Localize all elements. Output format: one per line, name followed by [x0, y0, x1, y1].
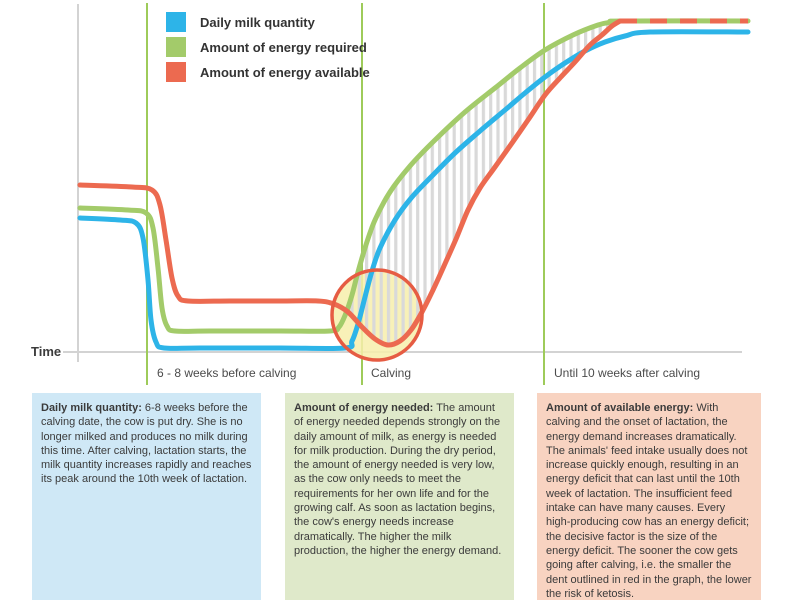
info-box-milk-title: Daily milk quantity: — [41, 402, 142, 414]
legend-swatch-energy-available-icon — [166, 62, 186, 82]
info-box-energy-available-title: Amount of available energy: — [546, 402, 694, 414]
chart-canvas — [63, 3, 751, 385]
legend-label-energy-required: Amount of energy required — [200, 39, 367, 55]
curve-energy-available — [77, 18, 623, 348]
info-box-energy-available: Amount of available energy: With calving… — [537, 393, 761, 600]
info-box-energy-needed-text: Amount of energy needed: The amount of e… — [294, 401, 505, 558]
chart-area: Daily milk quantity Amount of energy req… — [31, 3, 751, 385]
calving-highlight-outline — [330, 268, 424, 362]
legend-item-energy-available: Amount of energy available — [166, 62, 370, 82]
info-box-milk-body: 6-8 weeks before the calving date, the c… — [41, 402, 252, 486]
legend-swatch-milk-icon — [166, 12, 186, 32]
legend-item-milk: Daily milk quantity — [166, 12, 370, 32]
curve-energy-required — [77, 18, 751, 334]
info-box-energy-needed: Amount of energy needed: The amount of e… — [285, 393, 514, 600]
chart-legend: Daily milk quantity Amount of energy req… — [166, 12, 370, 82]
stage-label-before-calving: 6 - 8 weeks before calving — [157, 366, 297, 380]
info-box-energy-available-text: Amount of available energy: With calving… — [546, 401, 752, 444]
info-box-energy-needed-title: Amount of energy needed: — [294, 402, 434, 414]
info-box-milk-text: Daily milk quantity: 6-8 weeks before th… — [41, 401, 252, 487]
time-axis-label: Time — [31, 344, 62, 359]
info-box-milk-quantity: Daily milk quantity: 6-8 weeks before th… — [32, 393, 261, 600]
stage-label-calving: Calving — [371, 366, 412, 380]
legend-label-energy-available: Amount of energy available — [200, 64, 370, 80]
legend-label-milk: Daily milk quantity — [200, 14, 315, 30]
info-box-energy-available-body-1: With calving and the onset of lactation,… — [546, 402, 737, 443]
legend-swatch-energy-required-icon — [166, 37, 186, 57]
curve-daily-milk — [77, 29, 751, 352]
legend-item-energy-required: Amount of energy required — [166, 37, 370, 57]
stage-label-after-calving: Until 10 weeks after calving — [554, 366, 701, 380]
info-box-energy-available-body-2: The animals' feed intake usually does no… — [546, 444, 752, 600]
info-box-energy-needed-body: The amount of energy needed depends stro… — [294, 402, 502, 557]
